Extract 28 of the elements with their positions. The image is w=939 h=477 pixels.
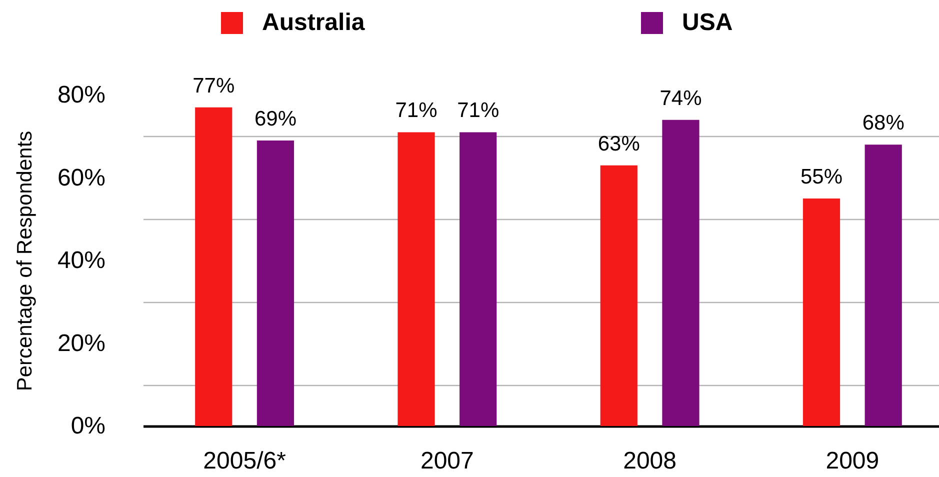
data-label: 77% xyxy=(192,74,235,98)
y-axis-title: Percentage of Respondents xyxy=(13,130,36,392)
x-tick-label: 2008 xyxy=(623,448,676,474)
legend-label: Australia xyxy=(262,9,366,36)
bar xyxy=(256,140,294,426)
data-label: 69% xyxy=(254,108,296,131)
bar xyxy=(195,107,232,426)
y-tick-label: 40% xyxy=(57,247,106,274)
x-tick-label: 2005/6* xyxy=(203,448,286,474)
bar xyxy=(600,165,638,426)
bar xyxy=(398,132,435,426)
bar xyxy=(864,144,902,426)
y-tick-label: 80% xyxy=(57,82,106,108)
x-tick-label: 2009 xyxy=(826,448,880,474)
data-label: 68% xyxy=(862,112,904,135)
data-label: 55% xyxy=(800,165,843,188)
bar xyxy=(802,198,840,426)
bar xyxy=(460,132,497,426)
y-tick-label: 60% xyxy=(57,164,106,192)
data-label: 74% xyxy=(660,86,702,110)
data-label: 63% xyxy=(598,132,640,156)
x-tick-label: 2007 xyxy=(420,448,474,474)
legend-label: USA xyxy=(682,9,733,36)
data-label: 71% xyxy=(395,99,438,122)
bar xyxy=(662,120,700,426)
y-tick-label: 20% xyxy=(57,330,106,357)
y-tick-label: 0% xyxy=(70,412,106,440)
data-label: 71% xyxy=(457,99,500,122)
